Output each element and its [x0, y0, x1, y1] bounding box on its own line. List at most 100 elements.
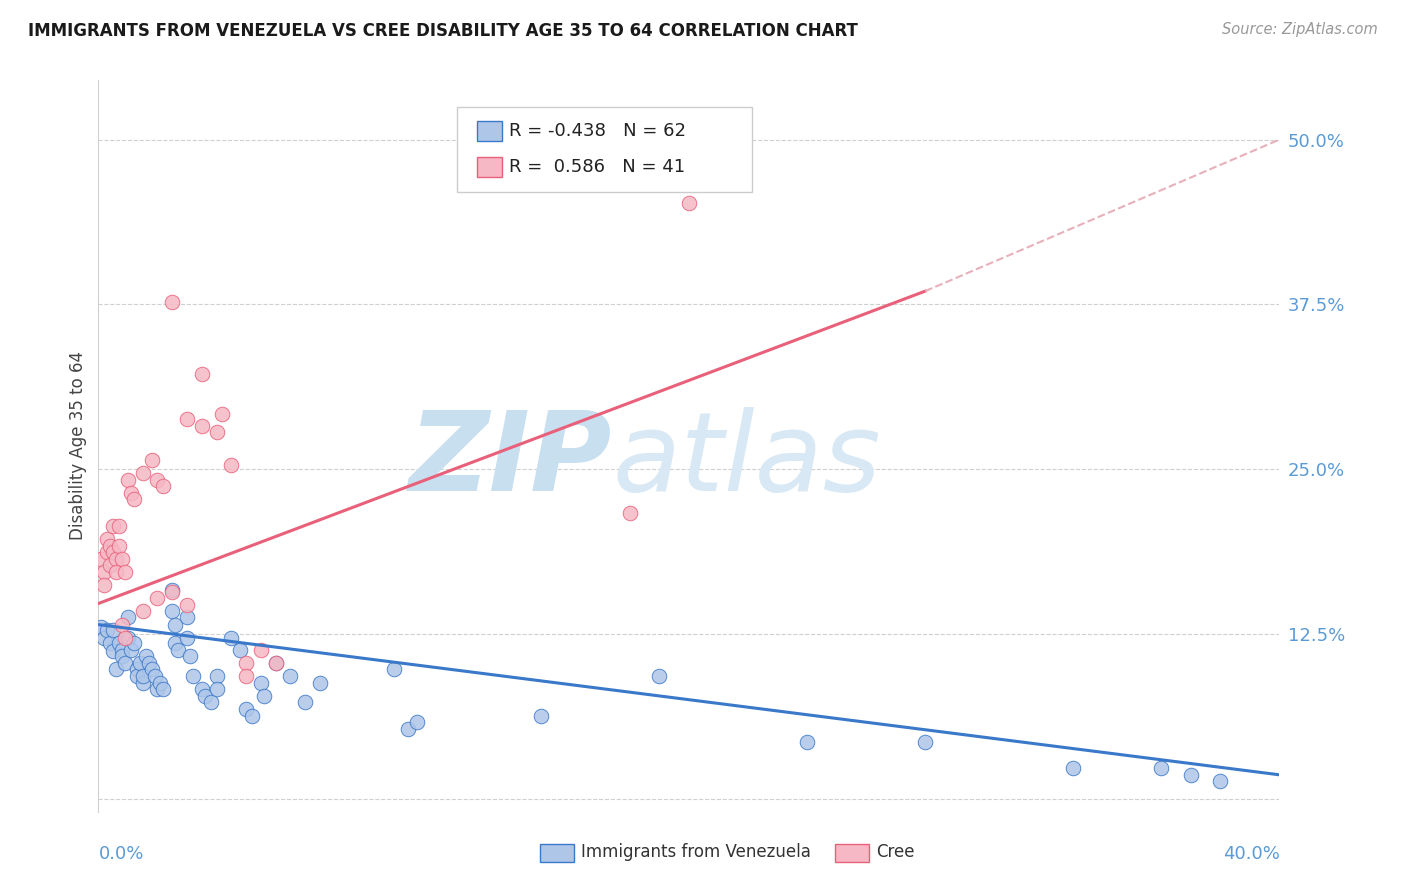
Point — [191, 418, 214, 433]
Point — [114, 565, 136, 579]
Point — [1150, 761, 1173, 775]
Point — [141, 453, 163, 467]
Point — [96, 623, 118, 637]
Point — [125, 669, 148, 683]
Point — [264, 656, 287, 670]
Point — [294, 695, 316, 709]
Point — [176, 631, 198, 645]
Point — [93, 578, 115, 592]
Point — [382, 662, 405, 676]
Point — [235, 702, 257, 716]
Point — [205, 425, 228, 439]
Point — [1062, 761, 1084, 775]
Point — [105, 551, 128, 566]
Point — [162, 294, 183, 309]
Point — [648, 669, 671, 683]
Point — [179, 649, 201, 664]
Point — [98, 539, 121, 553]
Point — [105, 662, 128, 676]
Text: IMMIGRANTS FROM VENEZUELA VS CREE DISABILITY AGE 35 TO 64 CORRELATION CHART: IMMIGRANTS FROM VENEZUELA VS CREE DISABI… — [28, 22, 858, 40]
Point — [914, 735, 936, 749]
Point — [619, 506, 641, 520]
Text: R =  0.586   N = 41: R = 0.586 N = 41 — [509, 158, 685, 176]
Point — [146, 591, 169, 606]
Point — [406, 715, 429, 730]
Point — [122, 492, 145, 507]
Point — [264, 656, 287, 670]
Point — [1180, 768, 1202, 782]
Text: 40.0%: 40.0% — [1223, 845, 1279, 863]
Point — [235, 669, 257, 683]
Point — [103, 644, 125, 658]
Point — [176, 609, 198, 624]
Point — [219, 631, 242, 645]
Point — [165, 617, 187, 632]
Point — [152, 682, 174, 697]
Point — [194, 689, 217, 703]
Point — [135, 649, 157, 664]
Point — [278, 669, 302, 683]
Point — [146, 473, 169, 487]
Text: Source: ZipAtlas.com: Source: ZipAtlas.com — [1222, 22, 1378, 37]
Point — [108, 539, 131, 553]
Point — [146, 682, 169, 697]
Point — [191, 367, 214, 381]
Point — [103, 518, 125, 533]
Point — [309, 675, 332, 690]
Point — [120, 642, 142, 657]
Text: atlas: atlas — [612, 407, 880, 514]
Text: 0.0%: 0.0% — [98, 845, 143, 863]
Point — [132, 669, 155, 683]
Point — [98, 558, 121, 573]
Point — [796, 735, 818, 749]
Point — [96, 532, 118, 546]
Text: R = -0.438   N = 62: R = -0.438 N = 62 — [509, 122, 686, 140]
Point — [235, 656, 257, 670]
Point — [93, 631, 115, 645]
Point — [396, 722, 419, 736]
Point — [132, 466, 155, 480]
Point — [205, 682, 228, 697]
Point — [117, 473, 139, 487]
Point — [149, 675, 172, 690]
Point — [120, 485, 142, 500]
Point — [132, 604, 155, 618]
Point — [530, 708, 553, 723]
Point — [111, 551, 134, 566]
Point — [141, 662, 163, 676]
Point — [93, 565, 115, 579]
Point — [114, 631, 136, 645]
Point — [240, 708, 263, 723]
Point — [165, 636, 187, 650]
Point — [111, 649, 134, 664]
Point — [90, 551, 112, 566]
Point — [181, 669, 204, 683]
Point — [162, 584, 183, 599]
Y-axis label: Disability Age 35 to 64: Disability Age 35 to 64 — [69, 351, 87, 541]
Point — [211, 407, 233, 421]
Point — [143, 669, 166, 683]
Point — [105, 565, 128, 579]
Point — [678, 195, 700, 210]
Point — [138, 656, 160, 670]
Point — [108, 636, 131, 650]
Point — [152, 479, 174, 493]
Point — [90, 620, 112, 634]
Point — [132, 675, 155, 690]
Point — [253, 689, 276, 703]
Point — [250, 642, 273, 657]
Point — [205, 669, 228, 683]
Point — [117, 631, 139, 645]
Point — [229, 642, 252, 657]
Point — [98, 636, 121, 650]
Point — [111, 642, 134, 657]
Point — [128, 656, 150, 670]
Text: Cree: Cree — [876, 843, 914, 861]
Point — [167, 642, 190, 657]
Point — [219, 458, 242, 472]
Point — [103, 545, 125, 559]
Point — [191, 682, 214, 697]
Text: Immigrants from Venezuela: Immigrants from Venezuela — [581, 843, 810, 861]
Point — [103, 623, 125, 637]
Point — [96, 545, 118, 559]
